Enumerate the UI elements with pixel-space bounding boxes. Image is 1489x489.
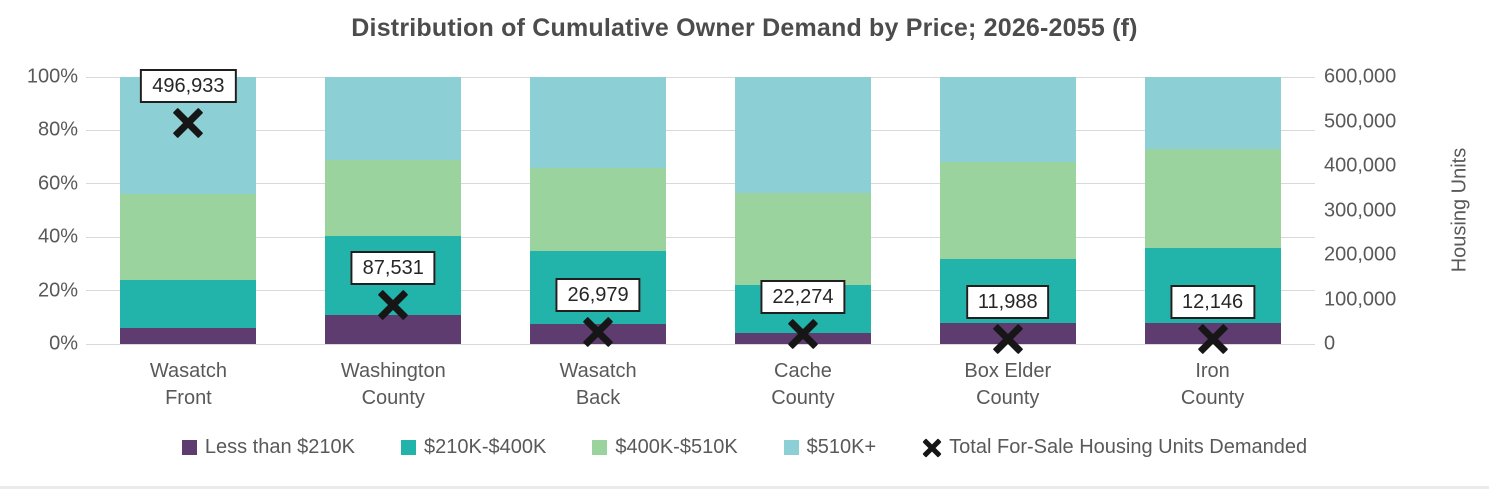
chart-title: Distribution of Cumulative Owner Demand … — [351, 14, 1138, 42]
data-label: 22,274 — [760, 280, 846, 315]
right-axis-tick: 500,000 — [1324, 110, 1397, 132]
legend-item: Less than $210K — [181, 436, 355, 459]
right-axis-title: Housing Units — [1448, 147, 1471, 273]
category-label: Wasatch Back — [560, 358, 637, 412]
legend: Less than $210K $210K-$400K $400K-$510K $51… — [0, 436, 1489, 459]
gridline — [86, 129, 1315, 131]
category-label-line: Front — [165, 387, 212, 409]
category-label-line: Back — [575, 387, 621, 409]
bar-segment — [530, 77, 667, 168]
category-label: Cache County — [771, 358, 834, 412]
category-label-line: County — [771, 387, 835, 409]
bar-segment — [734, 193, 871, 286]
left-axis-tick: 100% — [26, 65, 78, 88]
category-label: Box Elder County — [964, 358, 1051, 412]
bar-segment — [1144, 149, 1281, 248]
category-label-line: Box Elder — [964, 360, 1052, 382]
bar-segment — [325, 77, 462, 160]
legend-item: $510K+ — [783, 436, 877, 459]
bar-segment — [325, 314, 462, 344]
left-axis-tick: 80% — [37, 118, 78, 141]
bar-segment — [939, 162, 1076, 259]
left-axis-tick: 40% — [37, 225, 78, 248]
legend-x-marker-icon — [922, 437, 942, 458]
bar-segment — [120, 279, 257, 328]
gridline — [86, 76, 1315, 78]
category-label-line: County — [361, 387, 425, 409]
right-axis-tick: 400,000 — [1324, 154, 1397, 177]
category-label-line: County — [1180, 387, 1245, 409]
legend-label: $210K-$400K — [424, 436, 547, 458]
legend-label: Total For-Sale Housing Units Demanded — [949, 436, 1308, 458]
category-label: Wasatch Front — [150, 358, 227, 412]
legend-swatch-icon — [181, 440, 197, 455]
category-label-line: Cache — [774, 360, 832, 382]
plot-area: 496,933 87,531 26,979 22,274 11,988 12,146 — [86, 68, 1315, 354]
bar-segment — [120, 327, 257, 344]
right-axis-tick: 0 — [1324, 332, 1336, 355]
gridline — [86, 183, 1315, 185]
left-axis-tick: 60% — [37, 172, 78, 195]
legend-item-marker: Total For-Sale Housing Units Demanded — [922, 436, 1307, 459]
category-label-line: Washington — [340, 360, 446, 382]
category-label-line: County — [976, 387, 1040, 409]
bar-segment — [530, 167, 667, 251]
bar-segment — [325, 159, 462, 236]
gridline — [86, 343, 1315, 345]
bottom-edge — [0, 486, 1489, 489]
data-label: 11,988 — [965, 284, 1050, 319]
legend-swatch-icon — [783, 440, 799, 455]
gridline — [86, 290, 1315, 292]
data-label: 26,979 — [555, 277, 641, 312]
right-axis-tick: 300,000 — [1324, 199, 1397, 221]
bar-segment — [120, 194, 257, 280]
data-label: 87,531 — [350, 251, 436, 286]
category-label-line: Wasatch — [149, 360, 227, 382]
left-axis-tick: 20% — [37, 279, 78, 302]
legend-label: Less than $210K — [204, 436, 355, 458]
right-axis-tick: 600,000 — [1324, 65, 1397, 88]
data-label: 496,933 — [140, 68, 237, 103]
category-label-line: Wasatch — [559, 360, 637, 382]
data-label: 12,146 — [1169, 284, 1256, 319]
legend-item: $210K-$400K — [401, 436, 546, 459]
legend-swatch-icon — [401, 440, 416, 455]
legend-label: $510K+ — [806, 436, 877, 458]
category-label-line: Iron — [1195, 360, 1230, 382]
category-label: Washington County — [341, 358, 446, 412]
gridline — [86, 236, 1315, 238]
category-label: Iron County — [1181, 358, 1244, 412]
bar-segment — [1144, 77, 1281, 150]
legend-label: $400K-$510K — [615, 436, 738, 458]
left-axis-tick: 0% — [49, 332, 78, 355]
legend-swatch-icon — [592, 440, 608, 455]
right-axis-tick: 200,000 — [1324, 243, 1397, 266]
legend-item: $400K-$510K — [592, 436, 738, 459]
bar-segment — [734, 77, 871, 194]
bar-segment — [939, 77, 1076, 163]
right-axis-tick: 100,000 — [1324, 288, 1397, 310]
